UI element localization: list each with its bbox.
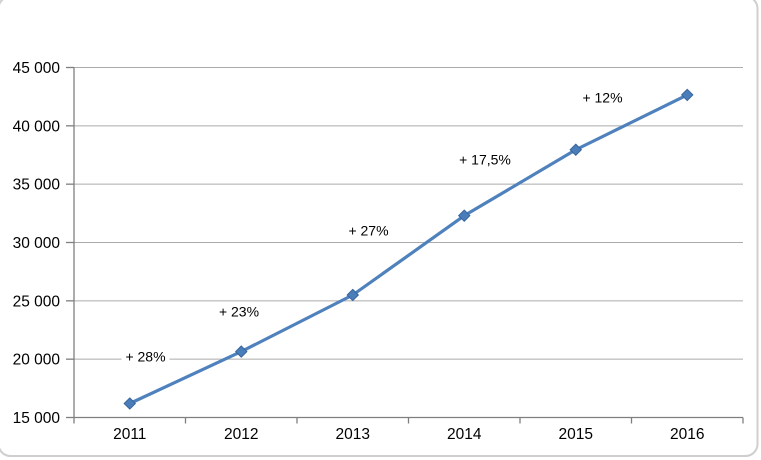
y-tick-label: 30 000: [13, 235, 61, 252]
annotation-label: + 28%: [125, 349, 165, 365]
y-tick-label: 20 000: [13, 352, 61, 369]
annotation-backing: [214, 302, 264, 321]
annotation-backing: [455, 150, 515, 169]
data-point-marker[interactable]: [569, 143, 583, 157]
x-tick-label: 2016: [670, 426, 704, 443]
x-tick-label: 2011: [113, 426, 146, 443]
annotation-label: + 17,5%: [459, 152, 511, 168]
y-tick-label: 45 000: [13, 60, 61, 77]
x-tick-label: 2014: [447, 426, 482, 443]
data-point-marker[interactable]: [234, 345, 248, 358]
series-line: [129, 93, 688, 405]
annotation-backing: [344, 221, 393, 240]
annotation-backing: [121, 347, 170, 366]
y-tick-label: 15 000: [13, 410, 61, 427]
x-tick-label: 2015: [559, 426, 593, 443]
y-tick-label: 35 000: [13, 177, 61, 194]
annotation-backing: [578, 88, 627, 107]
data-point-marker[interactable]: [346, 288, 360, 302]
data-point-marker[interactable]: [123, 397, 137, 410]
x-tick-label: 2012: [224, 426, 258, 443]
y-tick-label: 25 000: [13, 293, 61, 310]
annotation-label: + 23%: [219, 303, 259, 319]
x-tick-label: 2013: [336, 426, 370, 443]
data-point-marker[interactable]: [680, 88, 694, 102]
annotation-label: + 27%: [348, 222, 388, 238]
y-tick-label: 40 000: [13, 118, 61, 135]
data-point-marker[interactable]: [457, 209, 471, 222]
annotation-label: + 12%: [582, 89, 622, 105]
